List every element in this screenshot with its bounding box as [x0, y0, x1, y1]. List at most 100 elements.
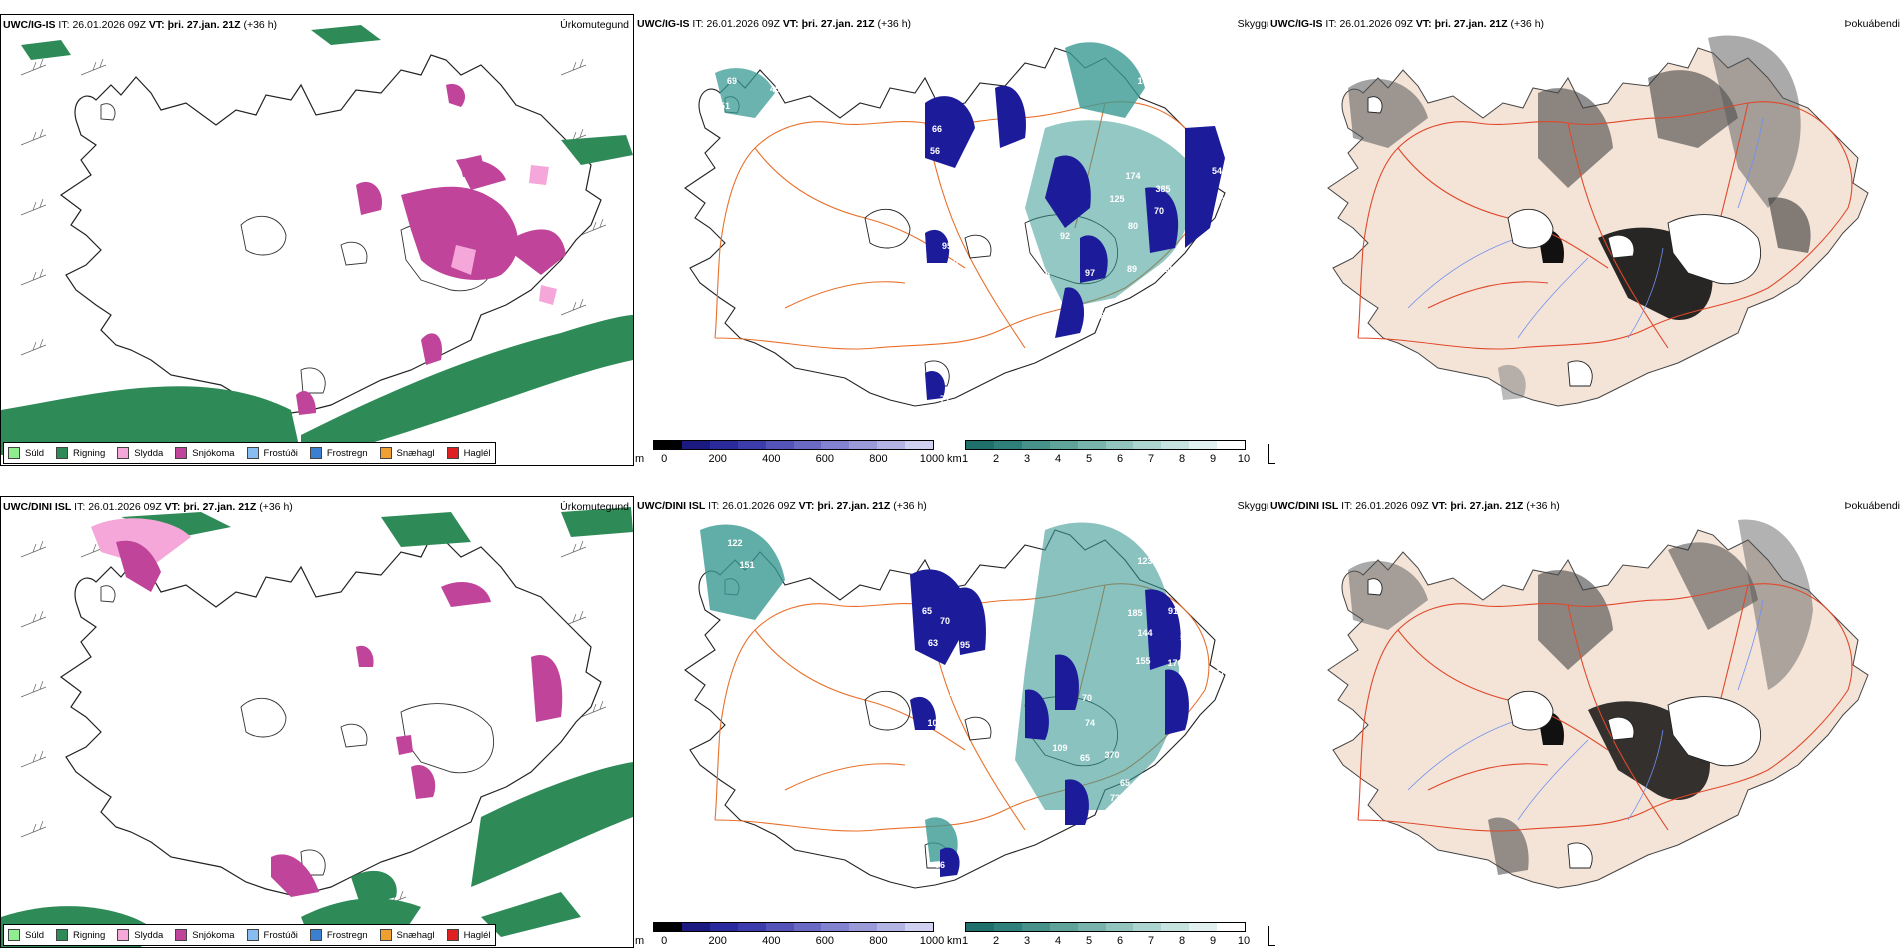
rain-areas: [1, 25, 633, 455]
colorbar-tick: 3: [1023, 935, 1031, 947]
cloud-base-label: 385: [1155, 184, 1170, 194]
cloud-base-label: 200: [949, 688, 964, 698]
cloud-base-label: 123: [1137, 556, 1152, 566]
panel-title: UWC/IG-IS IT: 26.01.2026 09Z VT: þri. 27…: [637, 18, 912, 30]
cloud-base-label: 90: [948, 258, 958, 268]
legend-label: Frostúði: [263, 447, 298, 459]
fog-index-panel-row2: UWC/DINI ISL IT: 26.01.2026 09Z VT: þri.…: [1268, 496, 1900, 926]
colorbar-tick: 10: [1237, 453, 1251, 465]
cloud-base-label: 71: [940, 394, 950, 404]
cloud-base-label: 176: [1167, 136, 1182, 146]
colorbar-tick: 800: [869, 935, 888, 947]
cloud-base-colorbar: m 0 200 400 600 800 1000: [635, 440, 944, 466]
legend-swatch: [379, 929, 392, 941]
legend-item: Súld: [8, 929, 44, 941]
cloud-base-label: 69: [940, 740, 950, 750]
panel-kind-label: Þokuábendi: [1844, 18, 1900, 30]
cloud-base-panel-row1: 69 51 45 66 56 72 98 126 103 144 30 102 176 174 125 385…: [635, 14, 1275, 466]
cloud-base-label: 65: [1120, 778, 1130, 788]
cloud-base-label: 77: [1220, 196, 1230, 206]
colorbar-tick: 7: [1147, 935, 1155, 947]
cloud-base-label: 54: [1212, 166, 1222, 176]
cloud-base-panel-row2: 122 151 65 70 63 95 200 123 185 91 144 52 155 176 70 74…: [635, 496, 1275, 948]
cloud-base-label: 66: [932, 124, 942, 134]
colorbar-tick: 10: [1237, 935, 1251, 947]
colorbar-unit: m: [635, 453, 645, 465]
sleet-areas: [91, 518, 191, 567]
legend-label: Haglél: [463, 447, 491, 459]
panel-title: UWC/DINI ISL IT: 26.01.2026 09Z VT: þri.…: [3, 501, 293, 513]
snow-areas: [116, 540, 563, 897]
panel-title: UWC/IG-IS IT: 26.01.2026 09Z VT: þri. 27…: [3, 19, 278, 31]
colorbar-tick: 1000: [919, 935, 945, 947]
cloud-base-label: 73: [1110, 793, 1120, 803]
legend-label: Slydda: [134, 447, 164, 459]
colorbar-tick: 400: [762, 935, 781, 947]
snow-areas: [296, 84, 566, 415]
cloud-base-label: 123: [1104, 346, 1119, 356]
legend-item: Slydda: [117, 929, 163, 941]
legend-item: Frostúði: [246, 447, 298, 459]
precip-map-row2: [1, 507, 633, 947]
cloud-base-label: 70: [1082, 693, 1092, 703]
legend-swatch: [117, 447, 130, 459]
legend-swatch: [379, 447, 392, 459]
low-cloud-areas: [700, 522, 1189, 877]
legend-swatch: [309, 929, 322, 941]
cloud-base-label: 370: [1104, 750, 1119, 760]
legend-item: Snjókoma: [175, 447, 235, 459]
cloud-base-label: 55: [1120, 813, 1130, 823]
precip-type-panel-row2: UWC/DINI ISL IT: 26.01.2026 09Z VT: þri.…: [0, 496, 634, 948]
cloud-base-label: 114: [1158, 264, 1173, 274]
cloud-base-label: 102: [1097, 818, 1112, 828]
colorbar-unit: km: [947, 935, 962, 947]
legend-swatch: [8, 929, 20, 941]
cloud-labels-row1: 69 51 45 66 56 72 98 126 103 144 30 102 176 174 125 385…: [720, 76, 1230, 404]
colorbar-tick: 600: [815, 935, 835, 947]
legend-swatch: [56, 447, 69, 459]
cloud-base-label: 176: [1167, 658, 1182, 668]
cloud-base-label: 96: [935, 860, 945, 870]
visibility-colorbar: km 1 2 3 4 5 6 7 8 9 10: [947, 440, 1252, 466]
colorbar-tick: 8: [1178, 935, 1186, 947]
cloud-base-label: 86: [1100, 311, 1110, 321]
cloud-base-label: 52: [1180, 633, 1190, 643]
cloud-base-label: 72: [965, 166, 975, 176]
fog-map-row2: [1327, 519, 1869, 889]
precip-type-panel-row1: UWC/IG-IS IT: 26.01.2026 09Z VT: þri. 27…: [0, 14, 634, 466]
colorbar-tick: 4: [1054, 935, 1062, 947]
colorbar-tick: 5: [1085, 453, 1093, 465]
fog-index-panel-row1: UWC/IG-IS IT: 26.01.2026 09Z VT: þri. 27…: [1268, 14, 1900, 444]
legend-item: Frostúði: [246, 929, 298, 941]
legend-label: Slydda: [134, 929, 164, 941]
colorbar-tick: 9: [1209, 453, 1217, 465]
legend-swatch: [8, 447, 20, 459]
legend-swatch: [117, 929, 130, 941]
legend-item: Haglél: [446, 447, 491, 459]
colorbar-tick: 3: [1023, 453, 1031, 465]
cloud-base-label: 34: [938, 883, 948, 893]
legend-item: Slydda: [117, 447, 163, 459]
cloud-base-label: 51: [1095, 369, 1105, 379]
cloud-base-label: 69: [727, 76, 737, 86]
cloud-base-label: 151: [739, 560, 754, 570]
legend-item: Snæhagl: [379, 929, 435, 941]
cloud-base-label: 91: [1168, 606, 1178, 616]
colorbar-tick: 800: [869, 453, 888, 465]
legend-swatch: [56, 929, 69, 941]
cloud-base-label: 185: [1127, 608, 1142, 618]
colorbar-tick: 0: [661, 935, 668, 947]
cloud-base-label: 89: [1127, 264, 1137, 274]
cloud-base-label: 144: [1137, 76, 1152, 86]
cloud-base-label: 70: [940, 616, 950, 626]
colorbar-tick: 1: [961, 935, 969, 947]
cloud-base-label: 102: [1177, 106, 1192, 116]
cloud-base-label: 56: [930, 146, 940, 156]
legend-item: Rigning: [56, 447, 105, 459]
cloud-base-label: 80: [1128, 221, 1138, 231]
legend-label: Snjókoma: [192, 447, 235, 459]
legend-swatch: [175, 929, 188, 941]
colorbar-unit: km: [947, 453, 962, 465]
cloud-base-label: 95: [942, 241, 952, 251]
colorbar-tick: 9: [1209, 935, 1217, 947]
